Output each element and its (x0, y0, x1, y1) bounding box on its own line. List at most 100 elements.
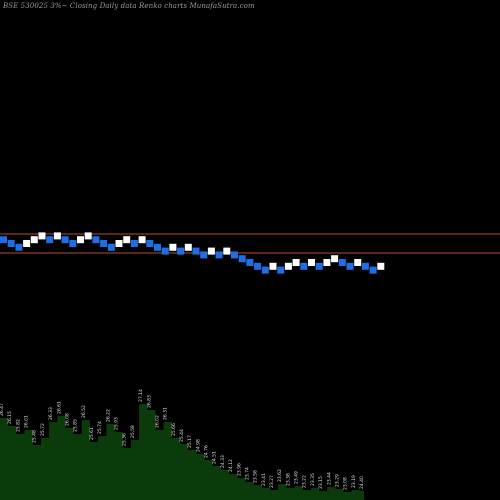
volume-label-39: 23.15 (318, 476, 324, 489)
up-brick-46 (354, 259, 362, 266)
renko-bricks (0, 232, 385, 274)
volume-label-7: 26.61 (56, 401, 62, 414)
volume-label-43: 23.19 (351, 475, 357, 488)
up-brick-27 (207, 247, 215, 255)
volume-label-29: 23.96 (236, 463, 242, 476)
volume-label-33: 23.27 (269, 475, 275, 488)
volume-label-13: 26.22 (105, 409, 111, 422)
down-brick-30 (231, 251, 238, 259)
volume-label-12: 25.74 (97, 421, 103, 434)
down-brick-6 (46, 236, 54, 244)
up-brick-16 (123, 236, 131, 244)
down-brick-32 (246, 259, 254, 266)
down-brick-34 (261, 266, 269, 274)
volume-label-30: 23.74 (245, 467, 251, 480)
volume-label-6: 26.33 (48, 407, 54, 420)
down-brick-25 (192, 247, 200, 255)
volume-area (0, 404, 364, 500)
up-brick-40 (308, 259, 315, 266)
down-brick-12 (92, 236, 100, 244)
down-brick-9 (69, 240, 77, 247)
up-brick-38 (292, 259, 300, 266)
down-brick-21 (161, 247, 169, 255)
down-brick-47 (361, 262, 369, 270)
down-brick-48 (369, 266, 377, 274)
down-brick-14 (107, 243, 115, 251)
volume-label-34: 23.62 (277, 469, 283, 482)
up-brick-37 (284, 262, 292, 270)
volume-label-16: 25.58 (130, 425, 136, 438)
volume-label-44: 24.40 (359, 476, 365, 489)
volume-label-0: 26.47 (0, 403, 5, 416)
down-brick-0 (0, 236, 7, 244)
volume-label-27: 24.33 (220, 455, 226, 468)
down-brick-2 (15, 243, 23, 251)
volume-label-2: 25.82 (15, 419, 21, 432)
down-brick-31 (238, 255, 246, 263)
volume-label-23: 25.17 (187, 435, 193, 448)
up-brick-35 (269, 262, 277, 270)
volume-label-32: 23.41 (261, 473, 267, 486)
down-brick-17 (130, 240, 138, 247)
down-brick-1 (7, 240, 15, 247)
volume-label-1: 26.15 (7, 411, 13, 424)
reference-lines (0, 233, 500, 254)
up-brick-43 (331, 255, 339, 263)
up-brick-11 (84, 232, 92, 240)
volume-label-38: 23.35 (310, 473, 316, 486)
down-brick-26 (200, 251, 208, 259)
up-brick-7 (53, 232, 61, 240)
volume-label-9: 25.85 (73, 419, 79, 432)
up-brick-4 (30, 236, 38, 244)
up-brick-22 (169, 243, 177, 251)
volume-label-10: 26.52 (81, 405, 87, 418)
down-brick-13 (100, 240, 108, 247)
down-brick-44 (338, 259, 346, 266)
down-brick-19 (146, 240, 154, 247)
volume-label-5: 25.72 (40, 423, 46, 436)
chart-title: BSE 530025 3%~ Closing Daily data Renko … (3, 2, 255, 10)
down-brick-33 (254, 262, 262, 270)
volume-label-11: 25.61 (89, 427, 95, 440)
volume-label-31: 23.58 (253, 470, 259, 483)
volume-fill (0, 404, 364, 500)
up-brick-29 (223, 247, 231, 255)
volume-label-19: 26.02 (155, 415, 161, 428)
volume-label-18: 26.83 (146, 395, 152, 408)
volume-label-21: 25.66 (171, 423, 177, 436)
down-brick-41 (315, 262, 323, 270)
volume-label-42: 23.08 (343, 477, 349, 490)
volume-label-20: 26.31 (163, 407, 169, 420)
up-brick-3 (23, 240, 31, 247)
volume-label-26: 24.51 (212, 451, 218, 464)
up-brick-49 (377, 262, 385, 270)
down-brick-23 (177, 247, 185, 255)
up-brick-18 (138, 236, 146, 244)
down-brick-45 (346, 262, 354, 270)
down-brick-20 (154, 243, 161, 251)
volume-label-28: 24.12 (228, 459, 234, 472)
down-brick-36 (277, 266, 285, 274)
up-brick-5 (38, 232, 46, 240)
up-brick-42 (323, 259, 331, 266)
down-brick-39 (300, 262, 308, 270)
volume-label-3: 26.01 (24, 415, 30, 428)
volume-label-8: 26.08 (65, 413, 71, 426)
volume-label-37: 23.22 (302, 475, 308, 488)
volume-label-35: 23.38 (285, 473, 291, 486)
up-brick-10 (77, 236, 84, 244)
down-brick-8 (61, 236, 69, 244)
volume-label-14: 25.93 (114, 417, 120, 430)
up-brick-24 (184, 243, 192, 251)
volume-label-24: 24.98 (195, 439, 201, 452)
volume-label-22: 25.44 (179, 429, 185, 442)
volume-label-41: 23.29 (335, 474, 341, 487)
volume-label-4: 25.48 (32, 430, 38, 443)
volume-label-40: 23.44 (326, 472, 332, 485)
up-brick-15 (115, 240, 123, 247)
volume-label-17: 27.14 (138, 389, 144, 402)
volume-label-25: 24.76 (204, 445, 210, 458)
